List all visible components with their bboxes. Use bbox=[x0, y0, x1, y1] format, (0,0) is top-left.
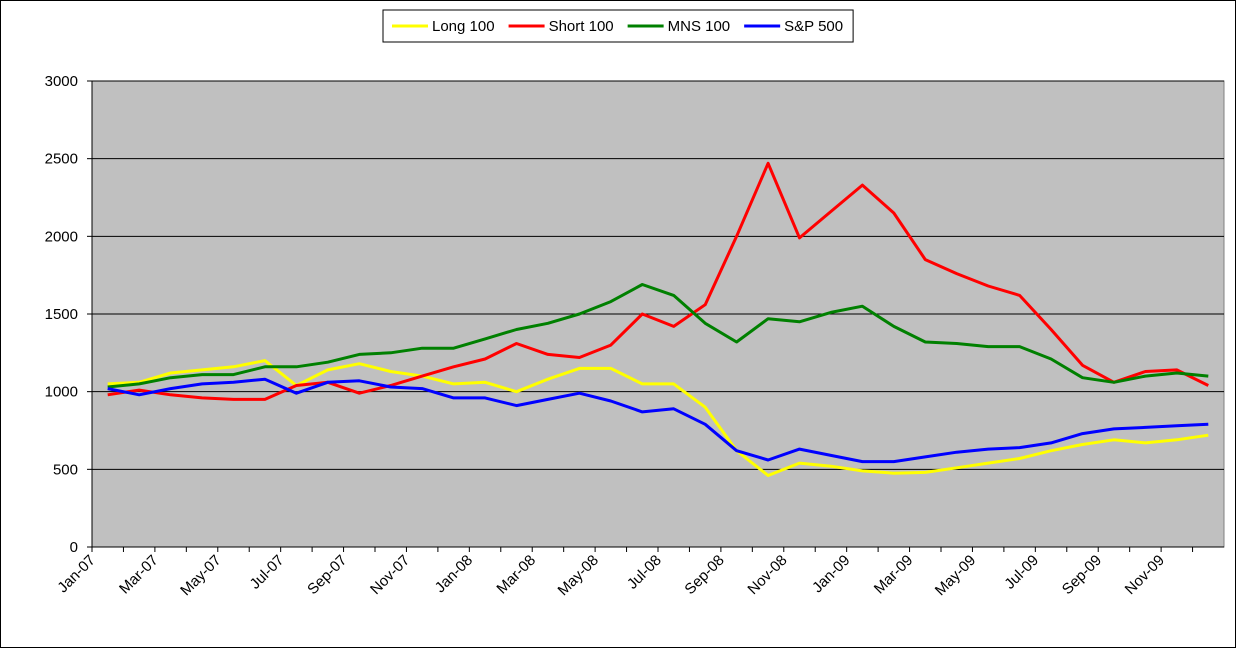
series-line bbox=[107, 377, 1209, 464]
y-tick-label: 1500 bbox=[45, 306, 78, 323]
y-tick-label: 500 bbox=[53, 461, 78, 478]
series-line bbox=[107, 359, 1209, 477]
y-tick-label: 3000 bbox=[45, 73, 78, 90]
legend-label: MNS 100 bbox=[668, 18, 731, 35]
legend-label: S&P 500 bbox=[784, 18, 843, 35]
series-line bbox=[107, 283, 1209, 389]
series-line bbox=[107, 161, 1209, 401]
y-tick-label: 1000 bbox=[45, 384, 78, 401]
legend-label: Long 100 bbox=[432, 18, 495, 35]
y-tick-label: 0 bbox=[70, 539, 78, 556]
y-tick-label: 2500 bbox=[45, 151, 78, 168]
y-tick-label: 2000 bbox=[45, 228, 78, 245]
legend-label: Short 100 bbox=[549, 18, 614, 35]
legend: Long 100 Short 100 MNS 100 S&P 500 bbox=[382, 9, 854, 43]
